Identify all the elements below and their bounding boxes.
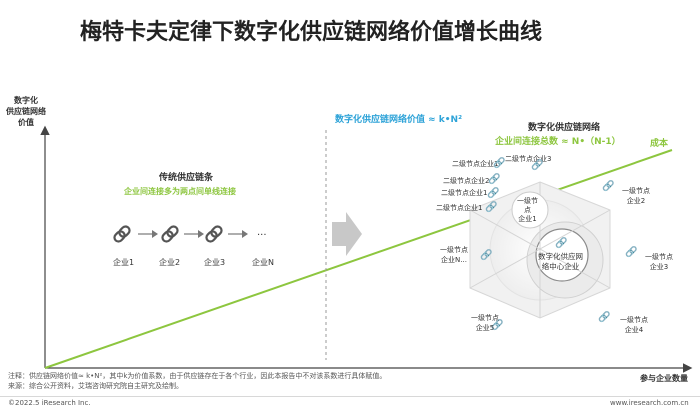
center-node: 数字化供应网 络中心企业 bbox=[538, 252, 583, 272]
second-level-node-c: 二级节点企业1 bbox=[436, 204, 483, 212]
chain-ellipsis: ... bbox=[257, 227, 267, 238]
chain-link-icon bbox=[205, 225, 223, 243]
chain-link-icon: 🔗 bbox=[493, 158, 506, 169]
first-level-node-n-line2: 企业N... bbox=[441, 256, 467, 264]
network-title: 数字化供应链网络 bbox=[528, 123, 601, 133]
notes: 注释：供应链网络价值≈ k•N²，其中k为价值系数，由于供应链存在于各个行业，因… bbox=[8, 371, 386, 391]
first-level-node-3-line2: 企业3 bbox=[649, 263, 669, 271]
first-level-node-1-circle bbox=[511, 191, 549, 229]
chain-link-icon: 🔗 bbox=[598, 312, 611, 323]
node-label-2: 企业2 bbox=[159, 258, 181, 267]
chain-link-icon: 🔗 bbox=[625, 247, 638, 258]
source-line: 来源：综合公开资料，艾瑞咨询研究院自主研究及绘制。 bbox=[8, 382, 183, 390]
first-level-node-5-line2: 企业5 bbox=[475, 324, 495, 332]
traditional-chain bbox=[113, 225, 248, 243]
second-level-node-a: 二级节点企业1 bbox=[452, 160, 499, 168]
traditional-title: 传统供应链条 bbox=[159, 173, 214, 183]
y-axis-label-line1: 数字化 bbox=[14, 96, 38, 105]
node-label-3: 企业3 bbox=[204, 258, 226, 267]
first-level-node-4: 一级节点 企业4 bbox=[620, 315, 648, 335]
chain-link-icon: 🔗 bbox=[531, 160, 544, 171]
y-axis-label-line2: 供应链网络 bbox=[6, 107, 46, 116]
footer-divider bbox=[0, 396, 700, 397]
node-label-n: 企业N bbox=[252, 258, 274, 267]
chain-link-icon: 🔗 bbox=[555, 238, 568, 249]
first-level-node-2-line1: 一级节点 bbox=[622, 187, 650, 195]
chain-link-icon bbox=[113, 225, 131, 243]
chain-link-icon: 🔗 bbox=[488, 174, 501, 185]
first-level-node-3: 一级节点 企业3 bbox=[645, 252, 673, 272]
first-level-node-n-line1: 一级节点 bbox=[440, 246, 468, 254]
node-label-1: 企业1 bbox=[113, 258, 135, 267]
chain-link-icon bbox=[161, 225, 179, 243]
first-level-node-1-line3: 企业1 bbox=[518, 215, 537, 223]
first-level-node-n: 一级节点 企业N... bbox=[440, 245, 468, 265]
first-level-node-1-line1: 一级节 bbox=[517, 197, 538, 205]
y-axis-label: 数字化 供应链网络 价值 bbox=[6, 95, 46, 128]
chain-link-icon: 🔗 bbox=[602, 181, 615, 192]
first-level-node-5-line1: 一级节点 bbox=[471, 314, 499, 322]
second-level-node-3: 二级节点企业3 bbox=[505, 155, 552, 163]
chain-link-icon: 🔗 bbox=[487, 188, 500, 199]
page-title: 梅特卡夫定律下数字化供应链网络价值增长曲线 bbox=[80, 20, 543, 45]
cost-label: 成本 bbox=[650, 139, 669, 149]
y-axis-label-line3: 价值 bbox=[18, 118, 34, 127]
x-axis-label: 参与企业数量 bbox=[640, 374, 688, 383]
center-node-line2: 络中心企业 bbox=[541, 262, 580, 271]
first-level-node-2-line2: 企业2 bbox=[626, 197, 646, 205]
first-level-node-5: 一级节点 企业5 bbox=[471, 313, 499, 333]
chain-link-icon: 🔗 bbox=[491, 320, 504, 331]
chain-link-icon: 🔗 bbox=[485, 202, 498, 213]
network-hexagon bbox=[469, 181, 611, 319]
first-level-node-4-line2: 企业4 bbox=[624, 326, 644, 334]
footer-url[interactable]: www.iresearch.com.cn bbox=[610, 399, 689, 407]
second-level-node-b: 二级节点企业1 bbox=[441, 189, 488, 197]
footer-copyright: ©2022.5 iResearch Inc. bbox=[8, 399, 91, 407]
second-level-node-2: 二级节点企业2 bbox=[443, 177, 490, 185]
cost-line bbox=[44, 149, 673, 369]
value-formula: 数字化供应链网络价值 ≈ k•N² bbox=[335, 115, 463, 125]
connections-formula: 企业间连接总数 ≈ N•（N-1） bbox=[495, 137, 621, 147]
first-level-node-1: 一级节 点 企业1 bbox=[517, 197, 538, 224]
first-level-node-4-line1: 一级节点 bbox=[620, 316, 648, 324]
center-node-line1: 数字化供应网 bbox=[538, 252, 583, 261]
first-level-node-1-line2: 点 bbox=[524, 206, 531, 214]
traditional-subtitle: 企业间连接多为两点间单线连接 bbox=[124, 187, 236, 196]
first-level-node-2: 一级节点 企业2 bbox=[622, 186, 650, 206]
first-level-node-3-line1: 一级节点 bbox=[645, 253, 673, 261]
right-arrow-icon bbox=[332, 212, 362, 256]
chain-link-icon: 🔗 bbox=[480, 250, 493, 261]
note-line: 注释：供应链网络价值≈ k•N²，其中k为价值系数，由于供应链存在于各个行业，因… bbox=[8, 372, 387, 380]
